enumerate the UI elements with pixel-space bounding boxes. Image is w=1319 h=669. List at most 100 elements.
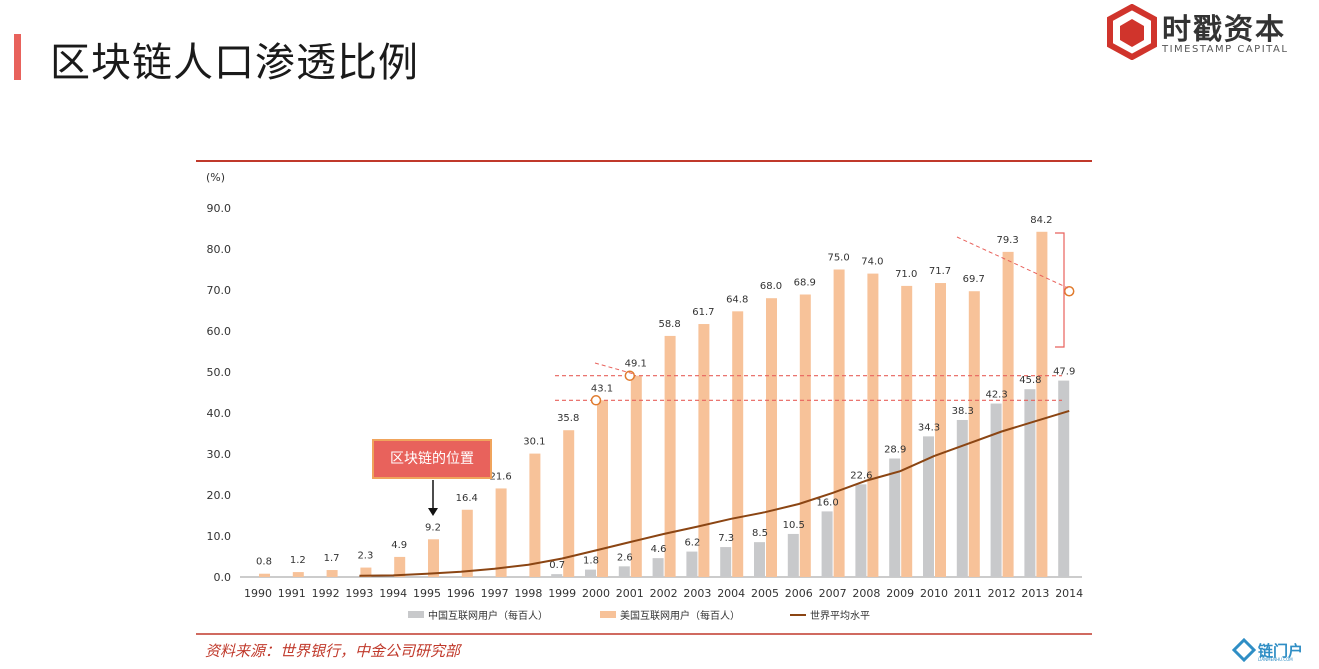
- bar-usa: [1036, 231, 1048, 577]
- y-tick-label: 90.0: [207, 202, 232, 215]
- data-label-china: 6.2: [684, 538, 700, 549]
- data-label-usa: 1.7: [324, 553, 340, 564]
- bar-usa: [394, 556, 406, 577]
- x-tick-label: 1991: [278, 587, 306, 600]
- x-tick-label: 2000: [582, 587, 610, 600]
- series-line-world: [359, 409, 1070, 577]
- watermark-subtext: LIANMENHU.COM: [1258, 657, 1293, 662]
- data-label-usa: 21.6: [489, 471, 511, 482]
- bar-china: [956, 419, 968, 577]
- source-note: 资料来源：世界银行，中金公司研究部: [205, 642, 461, 660]
- bar-china: [855, 484, 867, 577]
- link-icon: [1231, 637, 1257, 663]
- bar-usa: [461, 509, 473, 577]
- x-tick-label: 2005: [751, 587, 779, 600]
- data-label-usa: 43.1: [591, 383, 613, 394]
- marker: [590, 395, 602, 406]
- data-label-usa: 4.9: [391, 540, 407, 551]
- y-tick-label: 70.0: [207, 284, 232, 297]
- logo-subtitle: TIMESTAMP CAPITAL: [1162, 44, 1289, 55]
- bar-china: [754, 542, 765, 577]
- bar-usa: [495, 488, 507, 577]
- x-axis: 1990 1991 1992 1993 1994 1995 1996 1997 1998 1999…: [244, 587, 1083, 600]
- bar-usa: [968, 291, 980, 577]
- x-tick-label: 2008: [852, 587, 880, 600]
- bar-usa: [833, 269, 845, 577]
- x-tick-label: 2006: [785, 587, 813, 600]
- page-title: 区块链人口渗透比例: [50, 40, 419, 86]
- x-tick-label: 2007: [819, 587, 847, 600]
- bar-usa: [1002, 251, 1014, 577]
- bar-china: [551, 574, 563, 577]
- data-label-usa: 35.8: [557, 413, 579, 424]
- bar-usa: [867, 273, 879, 577]
- data-label-usa: 16.4: [456, 493, 478, 504]
- x-tick-label: 2002: [650, 587, 678, 600]
- bar-china: [720, 547, 732, 577]
- y-tick-label: 20.0: [207, 489, 232, 502]
- bar-china: [990, 403, 1002, 577]
- data-label-china: 16.0: [816, 497, 838, 508]
- y-tick-label: 40.0: [207, 407, 232, 420]
- bar-china: [821, 511, 833, 577]
- bar-china: [787, 533, 799, 577]
- range-bracket: [1055, 232, 1065, 348]
- legend-swatch-usa: [600, 611, 616, 618]
- data-label-china: 47.9: [1053, 367, 1075, 378]
- x-tick-label: 2010: [920, 587, 948, 600]
- y-tick-label: 60.0: [207, 325, 232, 338]
- data-label-usa: 75.0: [827, 253, 849, 264]
- bar-china: [618, 566, 630, 577]
- x-tick-label: 1999: [548, 587, 576, 600]
- data-label-china: 1.8: [583, 556, 599, 567]
- data-label-china: 4.6: [651, 544, 667, 555]
- data-label-china: 34.3: [918, 422, 940, 433]
- data-label-usa: 71.0: [895, 269, 917, 280]
- data-label-usa: 1.2: [290, 555, 306, 566]
- data-label-china: 38.3: [952, 406, 974, 417]
- x-tick-label: 2003: [683, 587, 711, 600]
- x-tick-label: 2004: [717, 587, 745, 600]
- x-tick-label: 1992: [312, 587, 340, 600]
- y-tick-label: 10.0: [207, 530, 232, 543]
- data-label-usa: 74.0: [861, 257, 883, 268]
- y-tick-label: 0.0: [214, 571, 232, 584]
- bar-usa: [698, 324, 710, 577]
- data-label-usa: 71.7: [929, 266, 951, 277]
- data-label-usa: 68.0: [760, 281, 782, 292]
- data-label-usa: 79.3: [996, 235, 1018, 246]
- x-tick-label: 1990: [244, 587, 272, 600]
- bars: [259, 231, 1070, 577]
- x-tick-label: 2009: [886, 587, 914, 600]
- legend-label-china: 中国互联网用户（每百人）: [428, 609, 548, 622]
- marker: [1063, 285, 1075, 297]
- y-tick-label: 30.0: [207, 448, 232, 461]
- data-label-usa: 68.9: [794, 278, 816, 289]
- logo-hexagon-icon: [1107, 3, 1157, 61]
- data-label-usa: 49.1: [625, 359, 647, 370]
- watermark-text: 链门户: [1258, 642, 1304, 660]
- x-tick-label: 1993: [345, 587, 373, 600]
- data-label-china: 28.9: [884, 445, 906, 456]
- data-label-china: 0.7: [549, 560, 565, 571]
- bar-china: [1024, 389, 1036, 577]
- bar-usa: [597, 400, 608, 577]
- bar-china: [1058, 380, 1070, 577]
- trend-annotation-line: [956, 236, 1069, 289]
- bar-usa: [732, 311, 744, 577]
- bar-usa: [360, 567, 372, 577]
- data-label-china: 42.3: [985, 390, 1007, 401]
- bar-usa: [259, 573, 270, 577]
- y-axis: 0.0 10.0 20.0 30.0 40.0 50.0 60.0 70.0 80.0 90.0: [207, 202, 232, 584]
- bar-usa: [529, 453, 541, 577]
- data-label-usa: 0.8: [256, 557, 272, 568]
- y-axis-unit: (%): [206, 171, 225, 184]
- legend-swatch-china: [408, 611, 424, 618]
- legend: 中国互联网用户（每百人） 美国互联网用户（每百人） 世界平均水平: [408, 609, 870, 622]
- x-tick-label: 2014: [1055, 587, 1083, 600]
- data-label-usa: 9.2: [425, 522, 441, 533]
- watermark: 链门户 LIANMENHU.COM: [1231, 637, 1312, 666]
- data-label-usa: 84.2: [1030, 215, 1052, 226]
- bar-usa: [630, 375, 642, 577]
- bar-usa: [799, 294, 811, 577]
